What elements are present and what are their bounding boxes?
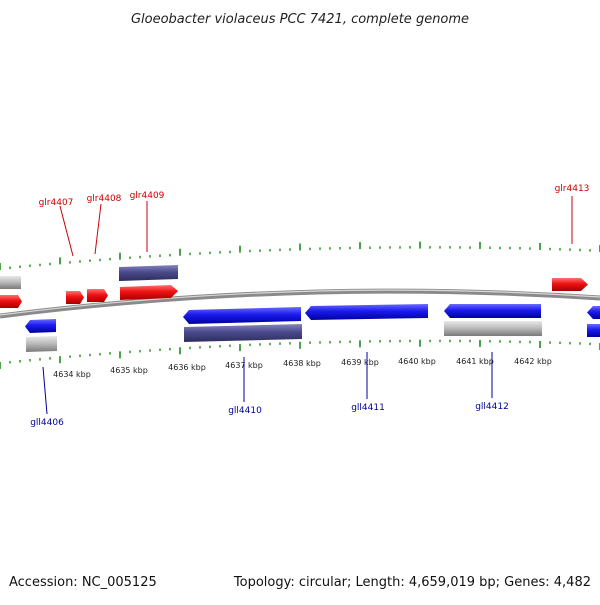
leader-line — [42, 366, 48, 415]
feature-gll4412-grey[interactable] — [444, 321, 542, 336]
gene-label-gll4412[interactable]: gll4412 — [475, 402, 509, 412]
gene-partial-red-left[interactable] — [0, 295, 22, 308]
gene-gll4406[interactable] — [25, 319, 56, 333]
tick-label: 4641 kbp — [456, 357, 494, 366]
feature-glr4409-rna[interactable] — [119, 265, 178, 281]
tick-label: 4639 kbp — [341, 358, 379, 367]
feature-gll4406-grey[interactable] — [26, 336, 57, 352]
tick-label: 4636 kbp — [168, 363, 206, 372]
tick-label: 4634 kbp — [53, 370, 91, 379]
tick-label: 4638 kbp — [283, 359, 321, 368]
gene-gll4410[interactable] — [183, 307, 301, 324]
gene-gll4411[interactable] — [305, 304, 428, 320]
feature-track — [0, 265, 600, 352]
gene-partial-grey-left[interactable] — [0, 276, 21, 289]
genome-backbone-highlight — [0, 289, 600, 316]
leader-line — [94, 203, 102, 255]
forward-gene-labels: glr4407 glr4408 glr4409 glr4413 — [39, 184, 590, 257]
gene-label-gll4411[interactable]: gll4411 — [351, 403, 385, 413]
gene-partial-blue-right-2[interactable] — [587, 324, 600, 337]
outer-tick-ring — [0, 241, 600, 270]
gene-gll4412[interactable] — [444, 304, 541, 318]
genome-backbone — [0, 288, 600, 319]
gene-glr4409[interactable] — [120, 285, 178, 300]
gene-label-glr4407[interactable]: glr4407 — [39, 198, 74, 208]
tick-label: 4635 kbp — [110, 366, 148, 375]
map-title: Gloeobacter violaceus PCC 7421, complete… — [131, 12, 469, 27]
topology-summary: Topology: circular; Length: 4,659,019 bp… — [233, 575, 591, 590]
accession-text: Accession: NC_005125 — [9, 575, 157, 590]
tick-label: 4640 kbp — [398, 357, 436, 366]
gene-label-gll4410[interactable]: gll4410 — [228, 406, 262, 416]
reverse-gene-labels: gll4406 gll4410 gll4411 gll4412 — [30, 352, 509, 428]
gene-label-glr4409[interactable]: glr4409 — [130, 191, 165, 201]
gene-glr4407[interactable] — [66, 291, 84, 304]
gene-partial-blue-right[interactable] — [587, 306, 600, 319]
gene-label-glr4408[interactable]: glr4408 — [87, 194, 122, 204]
leader-line — [59, 205, 74, 257]
gene-label-glr4413[interactable]: glr4413 — [555, 184, 590, 194]
inner-tick-ring — [0, 339, 600, 369]
feature-gll4410-rna[interactable] — [184, 324, 302, 342]
gene-glr4408[interactable] — [87, 289, 108, 302]
tick-label: 4642 kbp — [514, 357, 552, 366]
gene-glr4413[interactable] — [552, 278, 588, 291]
coordinate-labels: 4634 kbp 4635 kbp 4636 kbp 4637 kbp 4638… — [53, 357, 552, 379]
gene-label-gll4406[interactable]: gll4406 — [30, 418, 64, 428]
